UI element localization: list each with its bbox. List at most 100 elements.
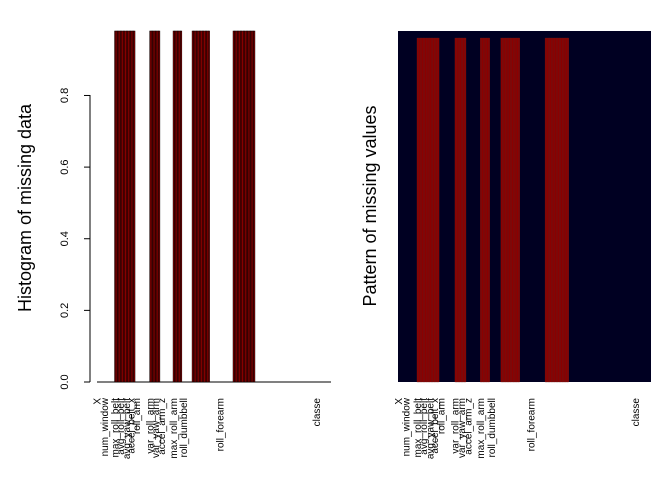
histogram-bar xyxy=(133,30,136,383)
pattern-column xyxy=(484,37,487,383)
pattern-column xyxy=(487,37,490,383)
pattern-column xyxy=(421,37,424,383)
x-tick-label: var_yaw_arm xyxy=(151,398,162,458)
pattern-column xyxy=(464,37,467,383)
y-tick-label: 0.2 xyxy=(59,303,71,318)
x-tick-label: X xyxy=(93,398,104,405)
pattern-column xyxy=(424,37,427,383)
histogram-y-ticks: 0.0 0.2 0.4 0.6 0.8 xyxy=(59,88,90,390)
x-tick-label: avg_yaw_belt xyxy=(425,398,436,459)
x-tick-label: num_window xyxy=(402,397,413,456)
missing-histogram-panel: Histogram of missing data 0.00.20.40.60.… xyxy=(15,30,331,459)
x-tick-label: avg_roll_belt xyxy=(419,398,430,455)
x-tick-label: accel_arm_z xyxy=(463,398,474,455)
pattern-column xyxy=(503,37,506,383)
y-tick-label: 0.8 xyxy=(59,88,71,103)
pattern-column xyxy=(560,37,563,383)
y-tick-label: 0.4 xyxy=(59,231,71,246)
x-tick-label: roll_arm xyxy=(132,398,143,434)
x-tick-label: accel_arm_z xyxy=(157,398,168,455)
x-tick-label: avg_roll_belt xyxy=(116,398,127,455)
pattern-background xyxy=(398,31,651,382)
x-tick-label: accel_belt_x xyxy=(430,398,441,454)
pattern-column xyxy=(454,37,457,383)
x-tick-label: roll_dumbbell xyxy=(179,398,190,457)
pattern-column xyxy=(506,37,509,383)
pattern-column xyxy=(480,37,482,383)
pattern-column xyxy=(500,37,503,383)
pattern-column xyxy=(426,37,429,383)
x-tick-label: roll_forearm xyxy=(216,398,227,451)
pattern-column xyxy=(462,37,465,383)
pattern-column xyxy=(435,37,438,383)
y-tick-label: 0.0 xyxy=(59,374,71,389)
x-tick-label: num_window xyxy=(100,397,111,456)
pattern-column xyxy=(544,37,547,383)
histogram-bar xyxy=(253,30,256,383)
histogram-bar xyxy=(180,30,183,383)
x-tick-label: roll_forearm xyxy=(527,398,538,451)
x-tick-label: classe xyxy=(631,398,642,427)
pattern-column xyxy=(486,37,489,383)
pattern-column xyxy=(423,37,426,383)
pattern-column xyxy=(510,37,512,383)
pattern-column xyxy=(516,37,519,383)
pattern-column xyxy=(562,37,565,383)
pattern-missing-columns xyxy=(416,37,569,383)
x-tick-label: max_roll_belt xyxy=(413,398,424,458)
x-tick-label: max_roll_arm xyxy=(476,398,487,459)
pattern-column xyxy=(546,37,549,383)
pattern-column xyxy=(432,37,435,383)
pattern-column xyxy=(548,37,550,383)
histogram-bars xyxy=(114,30,256,383)
pattern-column xyxy=(567,37,569,383)
histogram-bar xyxy=(207,30,210,383)
pattern-column xyxy=(549,37,552,383)
pattern-column xyxy=(427,37,430,383)
pattern-column xyxy=(514,37,517,383)
pattern-column xyxy=(508,37,511,383)
pattern-column xyxy=(481,37,484,383)
pattern-column xyxy=(563,37,566,383)
histogram-bar xyxy=(158,30,161,383)
pattern-column xyxy=(502,37,505,383)
x-tick-label: max_roll_arm xyxy=(169,398,180,459)
pattern-column xyxy=(518,37,520,383)
x-tick-label: roll_dumbbell xyxy=(487,398,498,457)
histogram-y-axis-title: Histogram of missing data xyxy=(15,103,35,312)
pattern-column xyxy=(554,37,557,383)
x-tick-label: var_roll_arm xyxy=(451,398,462,454)
pattern-column xyxy=(437,37,440,383)
x-tick-label: roll_arm xyxy=(436,398,447,434)
pattern-column xyxy=(557,37,560,383)
pattern-column xyxy=(418,37,421,383)
pattern-column xyxy=(555,37,558,383)
x-tick-label: var_roll_arm xyxy=(145,398,156,454)
pattern-column xyxy=(431,37,433,383)
pattern-column xyxy=(457,37,460,383)
x-tick-label: classe xyxy=(312,398,323,427)
pattern-column xyxy=(559,37,562,383)
x-tick-label: accel_belt_x xyxy=(126,398,137,454)
pattern-column xyxy=(552,37,555,383)
pattern-column xyxy=(565,37,568,383)
pattern-column xyxy=(434,37,437,383)
pattern-column xyxy=(416,37,419,383)
pattern-column xyxy=(419,37,422,383)
pattern-column xyxy=(429,37,432,383)
pattern-column xyxy=(513,37,516,383)
pattern-column xyxy=(456,37,459,383)
pattern-column xyxy=(551,37,554,383)
pattern-y-axis-title: Pattern of missing values xyxy=(360,105,380,306)
x-tick-label: max_roll_belt xyxy=(110,398,121,458)
x-tick-label: X xyxy=(394,398,405,405)
x-tick-label: avg_yaw_belt xyxy=(122,398,133,459)
pattern-column xyxy=(505,37,508,383)
pattern-column xyxy=(511,37,514,383)
pattern-column xyxy=(461,37,463,383)
y-tick-label: 0.6 xyxy=(59,159,71,174)
